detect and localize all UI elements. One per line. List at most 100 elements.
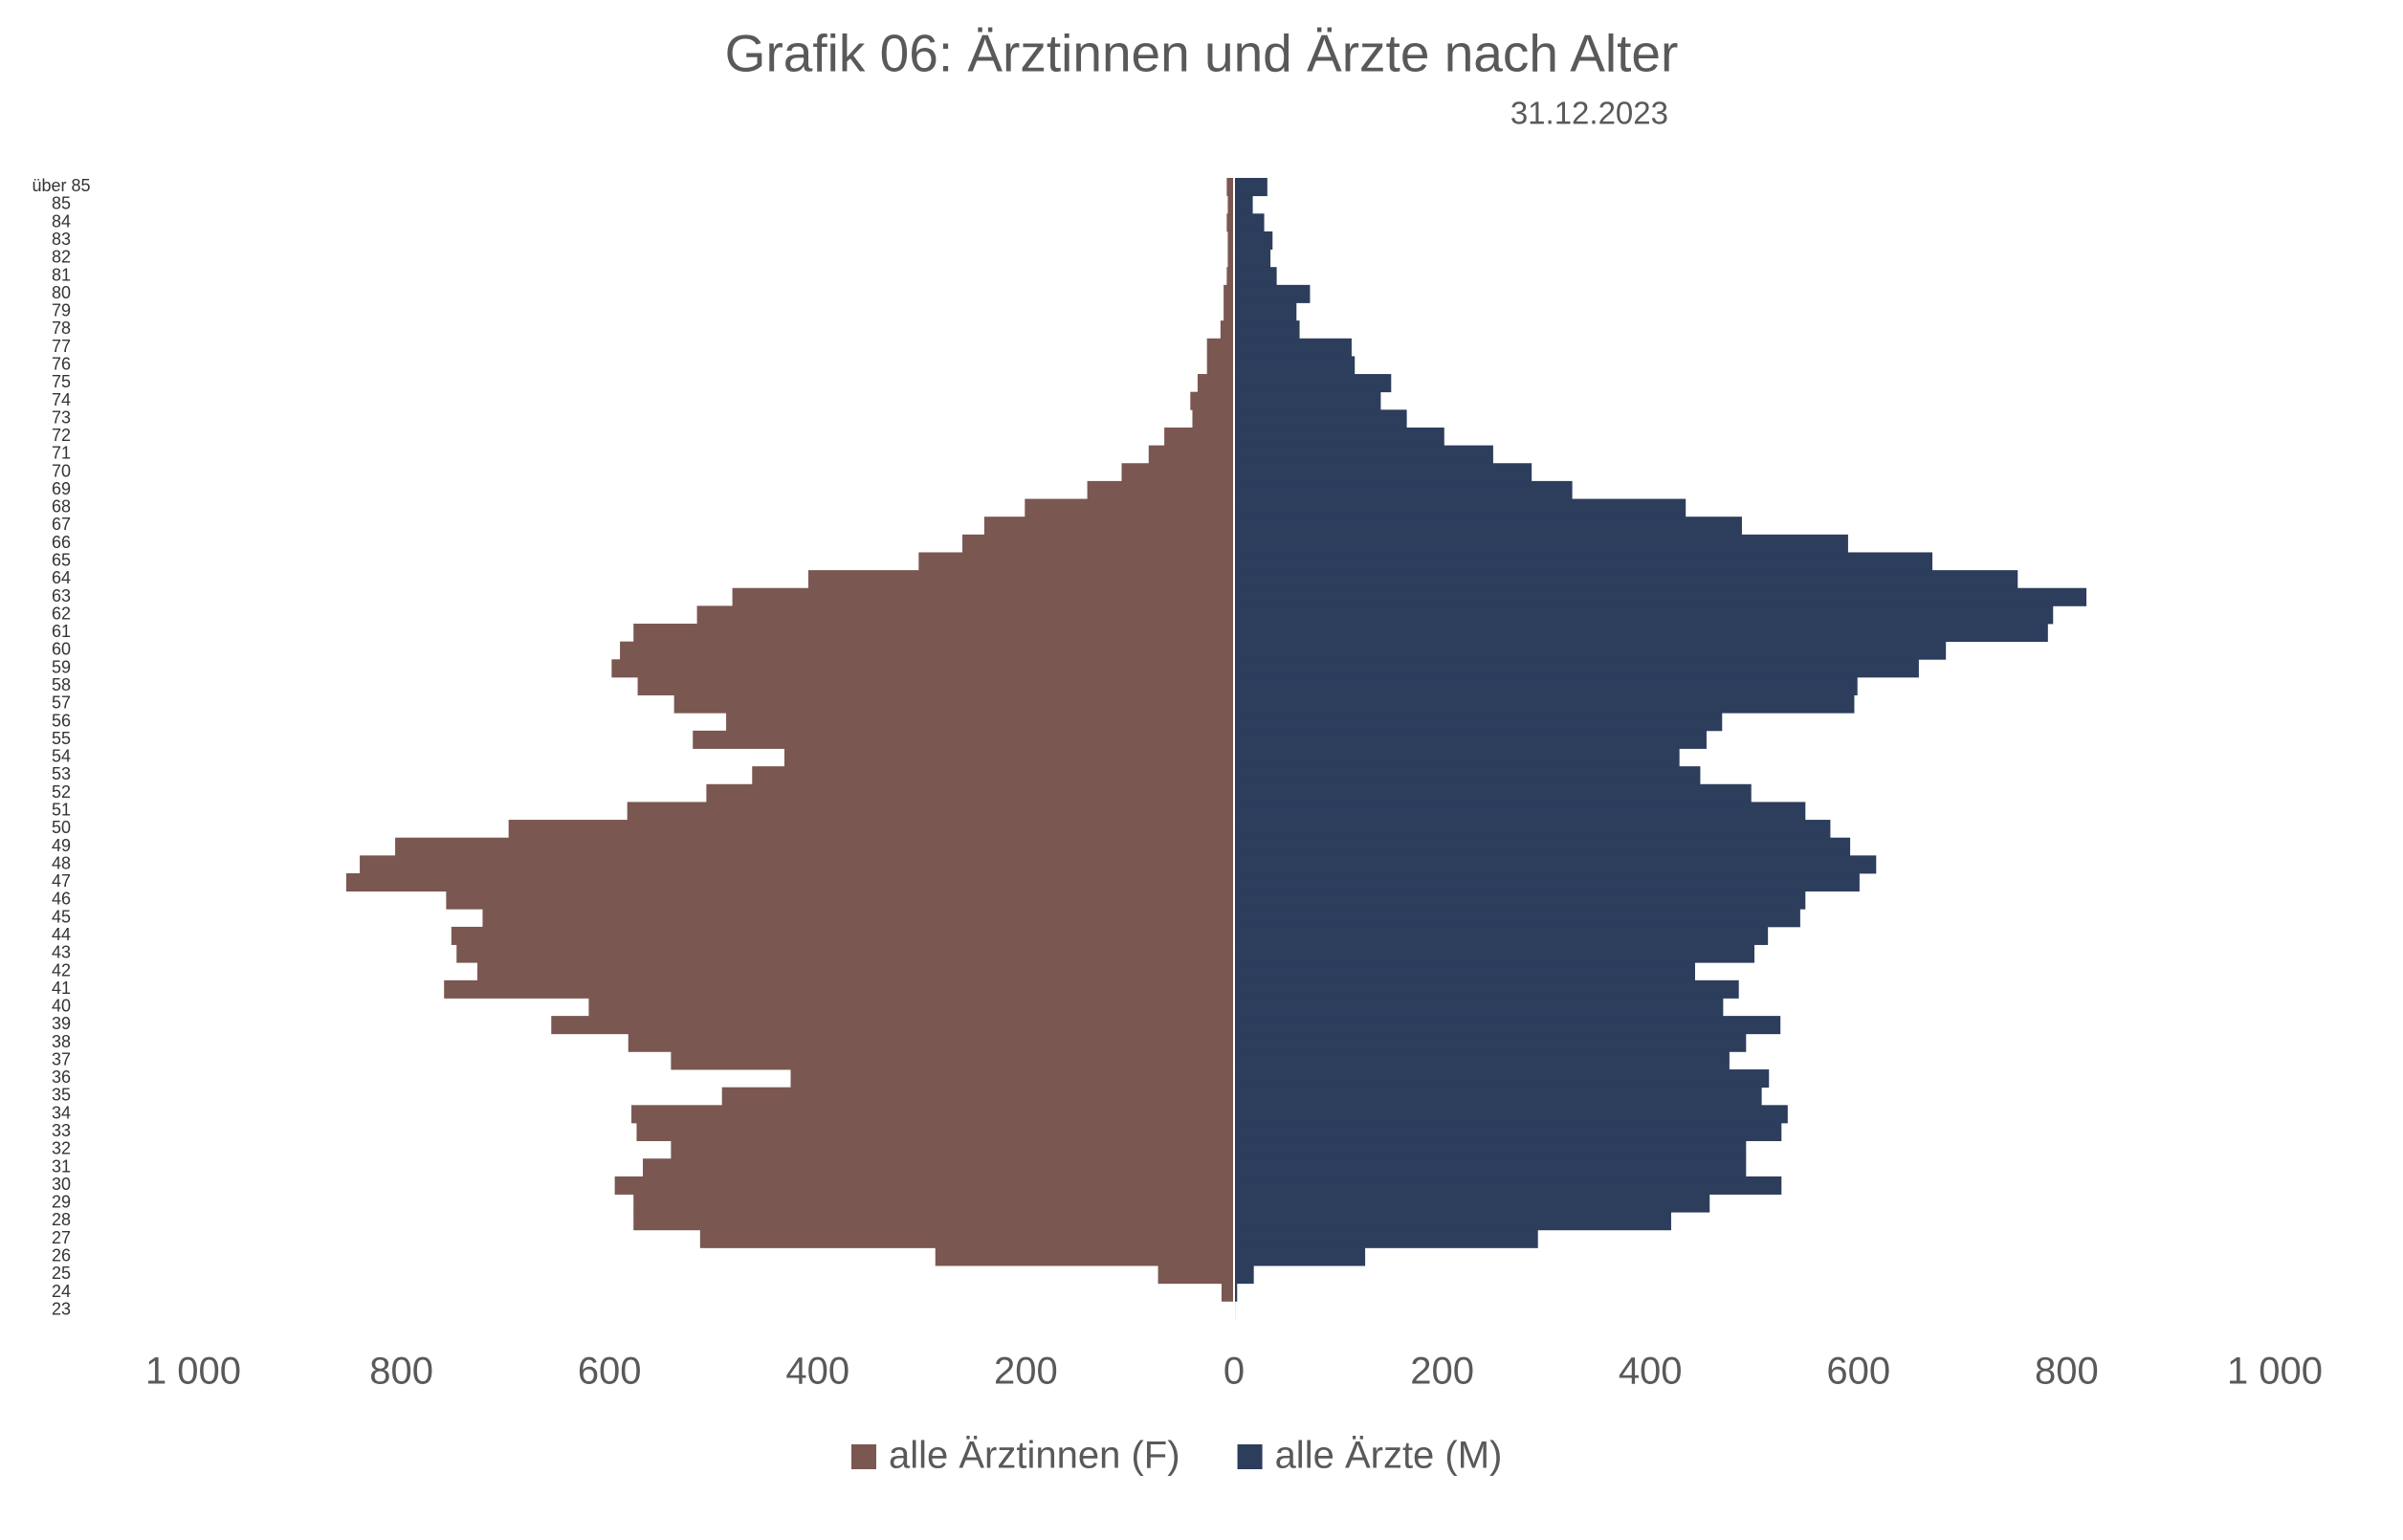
legend-swatch — [851, 1444, 876, 1469]
bar — [1197, 374, 1234, 393]
y-tick-label: 44 — [52, 925, 71, 944]
bar — [633, 624, 1234, 643]
y-tick-label: 59 — [52, 657, 71, 676]
bar — [752, 766, 1234, 785]
y-tick-label: 84 — [52, 211, 71, 231]
bar — [1234, 944, 1754, 963]
bar — [1234, 1069, 1770, 1089]
bar — [446, 891, 1234, 910]
bar — [1087, 480, 1234, 499]
bar — [1190, 391, 1234, 410]
bar — [643, 1158, 1234, 1177]
y-tick-label: 64 — [52, 568, 71, 587]
y-tick-label: 70 — [52, 461, 71, 480]
bar — [1234, 979, 1739, 999]
bar — [1234, 694, 1855, 714]
y-tick-label: 79 — [52, 301, 71, 320]
bar — [1234, 284, 1311, 303]
bar — [627, 802, 1234, 821]
y-tick-label: 29 — [52, 1193, 71, 1212]
bar — [1234, 891, 1806, 910]
y-tick-label: 31 — [52, 1156, 71, 1176]
y-tick-label: 47 — [52, 871, 71, 891]
bar — [1234, 463, 1532, 482]
y-tick-label: 51 — [52, 800, 71, 819]
y-tick-label: 30 — [52, 1175, 71, 1194]
bar — [1234, 302, 1297, 321]
x-tick-label: 1 000 — [145, 1351, 241, 1393]
y-tick-label: 41 — [52, 979, 71, 998]
bar — [1164, 427, 1234, 447]
y-tick-label: 63 — [52, 586, 71, 605]
y-tick-label: 42 — [52, 960, 71, 979]
y-tick-label: 78 — [52, 319, 71, 338]
bar — [1234, 267, 1277, 286]
y-tick-label: 32 — [52, 1139, 71, 1158]
bar — [1234, 391, 1381, 410]
bar — [1234, 1105, 1788, 1124]
bar — [1148, 445, 1234, 464]
bar — [699, 1229, 1234, 1248]
y-tick-label: 68 — [52, 497, 71, 517]
y-tick-label: 65 — [52, 551, 71, 570]
bar — [1234, 570, 2018, 589]
bar — [1234, 1087, 1762, 1106]
bar — [637, 676, 1234, 695]
y-tick-label: 39 — [52, 1014, 71, 1033]
y-tick-label: 25 — [52, 1264, 71, 1283]
bar — [1234, 374, 1392, 393]
bar — [1234, 409, 1407, 429]
bar — [451, 926, 1235, 945]
bar — [1224, 284, 1234, 303]
x-tick-label: 600 — [1826, 1351, 1890, 1393]
x-tick-label: 800 — [369, 1351, 433, 1393]
bar — [360, 855, 1235, 874]
x-tick-label: 400 — [1619, 1351, 1683, 1393]
bar — [1234, 338, 1352, 357]
bar — [1224, 302, 1234, 321]
y-tick-label: 74 — [52, 390, 71, 409]
bar — [1234, 926, 1769, 945]
bar — [1234, 356, 1356, 375]
bar — [1121, 463, 1234, 482]
bar — [1234, 1122, 1782, 1141]
y-tick-label: 53 — [52, 764, 71, 783]
bar — [1234, 249, 1271, 268]
y-tick-label: 76 — [52, 354, 71, 373]
y-tick-label: 24 — [52, 1282, 71, 1301]
bar — [1234, 1158, 1747, 1177]
bar — [628, 1033, 1234, 1052]
bar — [1234, 587, 2087, 606]
y-tick-label: 75 — [52, 372, 71, 391]
bar — [1234, 552, 1933, 571]
bar — [1234, 713, 1723, 732]
bar — [633, 1212, 1234, 1231]
bar — [1234, 766, 1701, 785]
bar — [1234, 730, 1707, 749]
bar — [1234, 998, 1724, 1017]
bar — [1234, 676, 1858, 695]
y-tick-label: 48 — [52, 853, 71, 872]
x-tick-label: 1 000 — [2227, 1351, 2323, 1393]
bar — [1234, 1176, 1782, 1195]
bar — [614, 1176, 1234, 1195]
bar — [918, 552, 1234, 571]
bar — [962, 534, 1234, 553]
legend-label: alle Ärzte (M) — [1275, 1435, 1503, 1477]
bar — [693, 730, 1234, 749]
bar — [1234, 1033, 1747, 1052]
chart-title: Grafik 06: Ärztinnen und Ärzte nach Alte… — [725, 24, 1679, 83]
bar — [1234, 659, 1919, 678]
bar — [1234, 498, 1687, 517]
bar — [1234, 605, 2054, 625]
bar — [1227, 231, 1234, 250]
bar — [1192, 409, 1234, 429]
bar — [726, 713, 1234, 732]
bar — [1234, 534, 1848, 553]
bar — [611, 659, 1234, 678]
bar — [671, 1140, 1234, 1159]
y-tick-label: 26 — [52, 1246, 71, 1265]
bar — [1234, 320, 1300, 340]
bar — [1234, 1051, 1730, 1070]
bar — [1226, 178, 1234, 197]
